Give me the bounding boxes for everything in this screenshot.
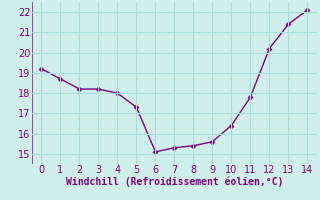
X-axis label: Windchill (Refroidissement éolien,°C): Windchill (Refroidissement éolien,°C) xyxy=(66,177,283,187)
